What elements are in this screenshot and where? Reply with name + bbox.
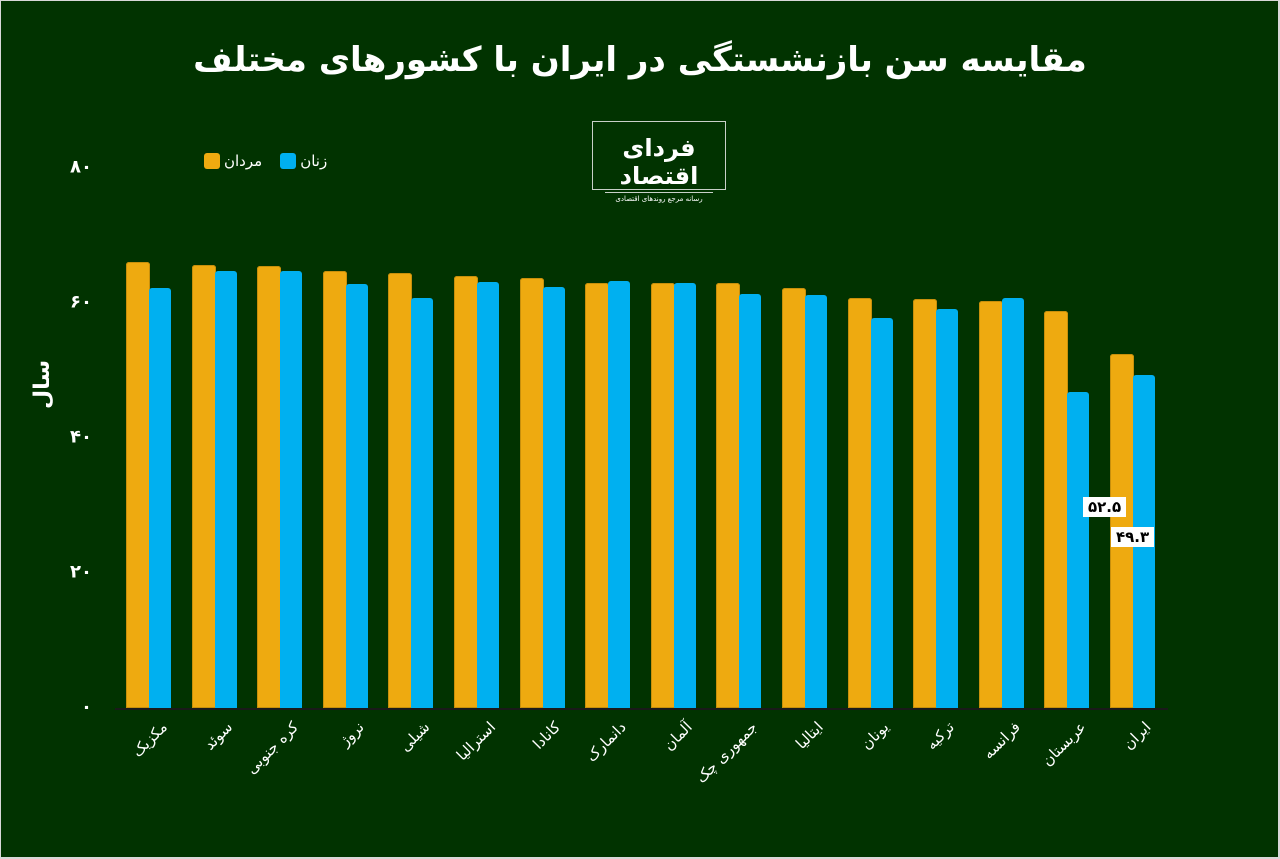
y-tick-label: ۸۰ [70, 156, 92, 178]
bar-women [936, 309, 959, 708]
bar-women [411, 298, 434, 708]
bar-women [542, 286, 565, 708]
brand-logo-tagline: رسانه مرجع روندهای اقتصادی [615, 195, 703, 203]
y-tick-label: ۲۰ [70, 561, 92, 583]
legend-item-women: زنان [280, 152, 327, 170]
bar-men [126, 261, 150, 708]
legend-label-women: زنان [300, 152, 328, 170]
bar-women [739, 294, 762, 708]
bar-men [585, 282, 610, 708]
bar-women [673, 282, 696, 708]
x-axis-line [115, 708, 1168, 710]
bar-women [214, 271, 237, 708]
bar-men [650, 282, 675, 708]
bar-men [257, 265, 282, 708]
bar-men [1044, 311, 1069, 708]
bar-men [913, 298, 938, 708]
bar-men [847, 298, 872, 708]
bar-women [870, 317, 893, 708]
bar-men [978, 300, 1003, 708]
bar-women [345, 284, 368, 708]
y-tick-label: ۶۰ [70, 291, 92, 313]
bar-men [519, 278, 544, 708]
bar-men [782, 288, 806, 708]
chart-title: مقایسه سن بازنشستگی در ایران با کشورهای … [193, 40, 1087, 80]
legend-swatch-women [280, 153, 297, 169]
data-label-iran-men: ۵۲.۵ [1083, 497, 1127, 517]
bar-women [149, 288, 171, 708]
bar-women [1067, 392, 1090, 708]
bar-women [477, 282, 499, 708]
bar-women [280, 271, 303, 708]
bar-men [191, 265, 216, 708]
bar-women [805, 294, 827, 708]
bar-men [716, 282, 741, 708]
y-tick-label: ۴۰ [70, 426, 92, 448]
data-label-iran-women: ۴۹.۳ [1111, 527, 1155, 547]
brand-logo-name: فردای اقتصاد [619, 134, 699, 190]
legend: مردان زنان [204, 152, 327, 170]
bar-women [1001, 298, 1024, 708]
bar-women [608, 280, 631, 708]
bar-men [454, 276, 478, 708]
bar-men [322, 271, 347, 708]
bar-men [388, 273, 413, 708]
legend-label-men: مردان [224, 152, 263, 170]
legend-swatch-men [204, 153, 220, 169]
legend-item-men: مردان [204, 152, 262, 170]
y-axis-label: سال [29, 360, 55, 409]
brand-logo-divider [605, 192, 713, 193]
y-tick-label: ۰ [81, 696, 92, 718]
brand-logo: فردای اقتصاد رسانه مرجع روندهای اقتصادی [592, 121, 726, 203]
